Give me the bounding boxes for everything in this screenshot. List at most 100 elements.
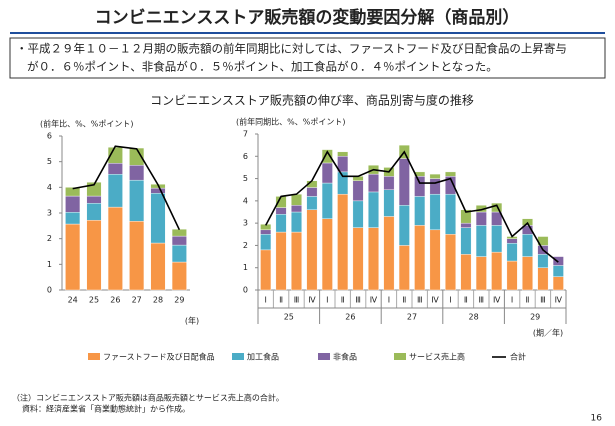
bar-segment xyxy=(460,222,472,228)
legend-swatch xyxy=(318,353,330,360)
bar-segment xyxy=(306,196,318,210)
bar-segment xyxy=(383,189,395,217)
bar-segment xyxy=(337,151,349,157)
x-tick-label: Ⅳ xyxy=(431,296,439,305)
bar-segment xyxy=(129,221,145,291)
group-label: 28 xyxy=(469,313,479,322)
x-tick-label: Ⅳ xyxy=(370,296,378,305)
y-tick-label: 5 xyxy=(243,174,248,183)
bar-segment xyxy=(291,231,302,291)
bar-segment xyxy=(414,225,426,291)
total-line xyxy=(264,150,559,263)
bar-segment xyxy=(65,223,81,291)
bar-segment xyxy=(491,251,503,291)
total-line xyxy=(72,145,181,231)
bar-segment xyxy=(522,234,533,257)
legend-swatch xyxy=(88,353,100,360)
x-tick-label: Ⅰ xyxy=(326,296,328,305)
x-tick-label: 27 xyxy=(132,296,142,305)
summary-box xyxy=(9,37,606,79)
y-axis-label: (前年同期比、%、%ポイント) xyxy=(236,117,345,127)
x-tick-label: Ⅲ xyxy=(479,296,485,305)
x-tick-label: 28 xyxy=(153,296,163,305)
x-tick-label: Ⅳ xyxy=(493,296,501,305)
y-tick-label: 3 xyxy=(47,209,52,218)
note: （注）コンビニエンスストア販売額は商品販売額とサービス売上高の合計。 xyxy=(12,393,284,403)
bar-segment xyxy=(107,206,123,291)
y-tick-label: 2 xyxy=(243,241,248,250)
y-axis-label: (前年比、%、%ポイント) xyxy=(40,119,133,129)
legend-label: サービス売上高 xyxy=(409,352,465,362)
y-tick-label: 3 xyxy=(243,219,248,228)
bar-segment xyxy=(552,276,564,291)
bar-segment xyxy=(150,193,166,244)
page-title: コンビニエンスストア販売額の変動要因分解（商品別） xyxy=(95,7,520,28)
bar-segment xyxy=(107,163,123,175)
bar-segment xyxy=(537,254,549,268)
legend-swatch xyxy=(394,353,406,360)
bar-segment xyxy=(321,162,333,184)
y-tick-label: 4 xyxy=(243,196,248,205)
bar-segment xyxy=(306,209,318,291)
bar-segment xyxy=(429,229,441,291)
bar-segment xyxy=(150,242,166,291)
bar-segment xyxy=(368,227,379,291)
x-tick-label: Ⅱ xyxy=(341,296,345,305)
bar-segment xyxy=(171,228,187,237)
bar-segment xyxy=(129,179,145,222)
bar-segment xyxy=(65,212,81,225)
bar-segment xyxy=(537,267,549,291)
bar-segment xyxy=(352,180,364,202)
x-tick-label: 25 xyxy=(89,296,99,305)
bar-segment xyxy=(506,242,518,262)
bar-segment xyxy=(65,195,81,213)
bar-segment xyxy=(321,149,333,164)
y-tick-label: 4 xyxy=(47,183,52,192)
bar-segment xyxy=(291,205,302,213)
bar-segment xyxy=(460,254,472,291)
x-tick-label: Ⅳ xyxy=(308,296,316,305)
bar-segment xyxy=(552,265,564,277)
group-label: 27 xyxy=(407,313,417,322)
x-tick-label: Ⅱ xyxy=(279,296,283,305)
bar-segment xyxy=(414,176,426,197)
bar-segment xyxy=(522,256,533,291)
y-tick-label: 5 xyxy=(47,157,52,166)
bar-segment xyxy=(171,235,187,246)
bar-segment xyxy=(275,214,287,233)
bar-segment xyxy=(260,229,272,235)
bar-segment xyxy=(475,225,487,257)
bar-segment xyxy=(291,193,302,206)
bar-segment xyxy=(86,203,102,221)
y-tick-label: 1 xyxy=(47,260,52,269)
bar-segment xyxy=(506,260,518,291)
bar-segment xyxy=(306,187,318,197)
bar-segment xyxy=(491,225,503,253)
bar-segment xyxy=(398,245,410,291)
bar-segment xyxy=(352,227,364,291)
x-axis-label: (年) xyxy=(185,316,199,326)
bar-segment xyxy=(260,249,272,291)
x-tick-label: Ⅰ xyxy=(265,296,267,305)
bar-segment xyxy=(445,171,456,177)
y-tick-label: 0 xyxy=(47,286,52,295)
bar-segment xyxy=(129,165,145,181)
bar-segment xyxy=(171,261,187,291)
bar-segment xyxy=(429,173,441,179)
bar-segment xyxy=(86,219,102,291)
bar-segment xyxy=(107,174,123,208)
bar-segment xyxy=(445,234,456,291)
note: 資料：経済産業省「商業動態統計」から作成。 xyxy=(22,404,190,414)
bar-segment xyxy=(475,211,487,226)
bar-segment xyxy=(506,238,518,244)
x-tick-label: Ⅱ xyxy=(464,296,468,305)
bar-segment xyxy=(552,256,564,266)
x-tick-label: 24 xyxy=(68,296,78,305)
bar-segment xyxy=(368,191,379,228)
y-tick-label: 7 xyxy=(243,130,248,139)
legend-label: ファーストフード及び日配食品 xyxy=(103,352,215,362)
x-tick-label: 29 xyxy=(174,296,184,305)
bar-segment xyxy=(414,196,426,226)
